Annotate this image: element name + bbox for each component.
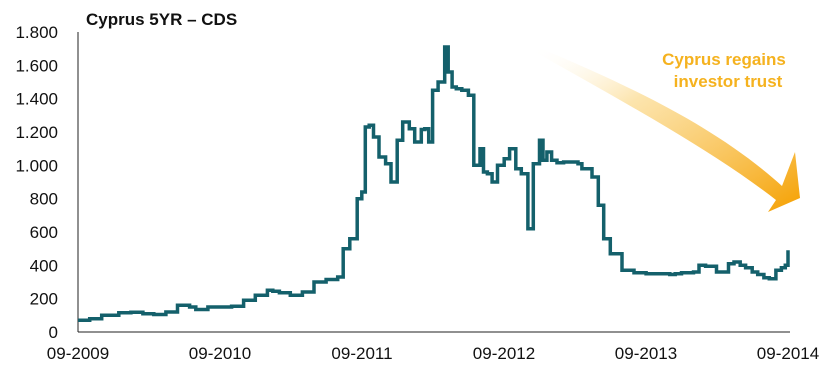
y-tick-label: 400 xyxy=(30,256,58,275)
y-tick-label: 1.200 xyxy=(15,123,58,142)
chart-title: Cyprus 5YR – CDS xyxy=(86,10,237,29)
trend-arrow xyxy=(535,46,800,212)
y-tick-label: 200 xyxy=(30,290,58,309)
x-tick-label: 09-2014 xyxy=(757,344,819,363)
x-tick-label: 09-2012 xyxy=(473,344,535,363)
x-tick-label: 09-2010 xyxy=(189,344,251,363)
y-tick-label: 0 xyxy=(49,323,58,342)
cds-series-line xyxy=(78,45,790,323)
y-axis-ticks: 0 200 400 600 800 1.000 1.200 1.400 1.600 1.800 xyxy=(15,23,58,342)
x-tick-label: 09-2009 xyxy=(47,344,109,363)
annotation-line-1: Cyprus regains xyxy=(662,50,786,69)
y-tick-label: 600 xyxy=(30,223,58,242)
y-tick-label: 1.600 xyxy=(15,56,58,75)
x-axis-ticks: 09-2009 09-2010 09-2011 09-2012 09-2013 09-20… xyxy=(47,344,819,363)
y-tick-label: 800 xyxy=(30,190,58,209)
y-tick-label: 1.000 xyxy=(15,156,58,175)
x-tick-label: 09-2013 xyxy=(615,344,677,363)
annotation-line-2: investor trust xyxy=(674,72,783,91)
y-tick-label: 1.800 xyxy=(15,23,58,42)
x-tick-label: 09-2011 xyxy=(331,344,392,363)
y-tick-label: 1.400 xyxy=(15,90,58,109)
